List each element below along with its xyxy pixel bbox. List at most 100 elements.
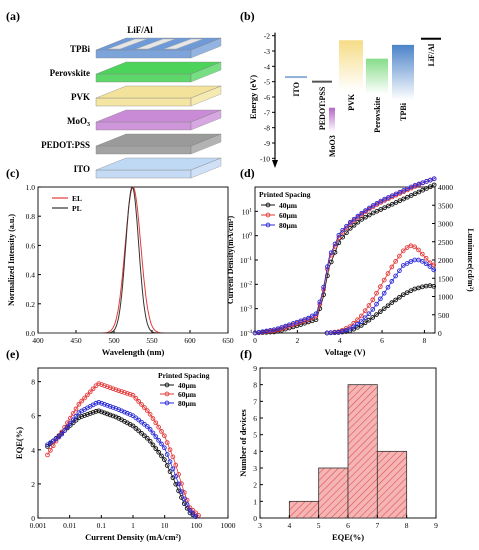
eqe-marker xyxy=(99,400,104,406)
luminance-marker xyxy=(385,303,391,309)
energy-level-line xyxy=(421,37,441,40)
luminance-marker xyxy=(362,315,368,321)
x-axis-label: EQE(%) xyxy=(332,532,364,542)
luminance-marker xyxy=(431,283,437,289)
current-density-marker xyxy=(393,200,399,205)
luminance-marker xyxy=(355,317,360,323)
y-tick-label: 9 xyxy=(253,364,257,373)
y-tick-label: 101 xyxy=(242,207,253,216)
x-tick-label: 100 xyxy=(191,521,203,530)
layer-side xyxy=(95,121,192,131)
luminance-marker xyxy=(431,262,437,268)
current-density-marker xyxy=(412,191,418,197)
current-density-marker xyxy=(309,313,315,319)
current-density-marker xyxy=(405,186,410,192)
layer-right xyxy=(190,61,222,83)
x-tick-label: 550 xyxy=(146,336,158,345)
eqe-marker xyxy=(184,502,190,507)
eqe-marker xyxy=(173,462,179,468)
eqe-marker xyxy=(144,435,150,441)
eqe-marker xyxy=(190,511,196,516)
current-density-marker xyxy=(347,219,353,225)
layer-label: ITO xyxy=(74,164,90,174)
energy-arrow xyxy=(272,160,278,168)
histogram-bar xyxy=(288,500,320,519)
luminance-marker xyxy=(385,271,391,276)
x-tick-label: 4 xyxy=(338,336,342,345)
eqe-marker xyxy=(102,402,107,407)
eqe-marker xyxy=(176,488,181,494)
eqe-line xyxy=(47,382,200,517)
luminance-marker xyxy=(389,279,395,284)
energy-level-bar xyxy=(329,107,335,133)
eqe-marker xyxy=(150,430,156,436)
y-tick-label: 1.0 xyxy=(26,183,36,192)
y-tick-label: 0.0 xyxy=(26,329,36,338)
y-tick-label: 4 xyxy=(253,447,257,456)
luminance-marker xyxy=(370,315,376,320)
eqe-marker xyxy=(70,411,76,416)
x-tick-label: 650 xyxy=(222,336,234,345)
legend-marker xyxy=(265,212,271,218)
y-axis-label: EQE(%) xyxy=(14,427,24,459)
luminance-marker xyxy=(374,301,379,307)
current-density-marker xyxy=(378,207,384,212)
eqe-marker xyxy=(85,412,90,417)
eqe-marker xyxy=(45,452,50,458)
luminance-marker xyxy=(378,296,383,302)
eqe-marker xyxy=(130,392,136,398)
current-density-marker xyxy=(401,188,407,193)
y2-tick-label: 500 xyxy=(438,311,450,320)
eqe-marker xyxy=(104,403,110,408)
x-tick-label: 450 xyxy=(70,336,82,345)
eqe-marker xyxy=(179,489,184,494)
current-density-marker xyxy=(382,196,387,202)
luminance-marker xyxy=(366,317,372,323)
eqe-marker xyxy=(70,417,76,423)
spectrum-line xyxy=(38,186,228,334)
energy-level-bar xyxy=(366,58,388,94)
eqe-marker xyxy=(136,399,142,404)
layer-side xyxy=(95,49,192,59)
y-tick-label: 4 xyxy=(31,446,35,455)
eqe-marker xyxy=(139,402,144,407)
luminance-marker xyxy=(374,290,379,296)
current-density-marker xyxy=(355,219,361,225)
y-tick-label: -6 xyxy=(264,93,270,102)
y-tick-label: 0 xyxy=(31,514,35,523)
luminance-marker xyxy=(419,259,425,264)
luminance-marker xyxy=(431,267,437,273)
energy-level-label: TPBi xyxy=(399,102,408,121)
electrode-stripe xyxy=(107,38,148,50)
current-density-marker xyxy=(408,193,414,198)
energy-level-label: ITO xyxy=(292,82,301,97)
panel-label: (c) xyxy=(6,166,19,180)
x-tick-label: 10 xyxy=(161,521,169,530)
eqe-marker xyxy=(93,383,99,389)
current-density-marker xyxy=(389,193,395,199)
eqe-marker xyxy=(153,420,159,426)
eqe-marker xyxy=(116,388,122,394)
luminance-marker xyxy=(389,264,395,270)
x-tick-label: 7 xyxy=(375,521,379,530)
current-density-marker xyxy=(378,198,384,204)
y2-tick-label: 2500 xyxy=(438,238,453,247)
eqe-marker xyxy=(133,426,139,431)
luminance-marker xyxy=(347,326,353,332)
eqe-marker xyxy=(87,389,93,395)
eqe-marker xyxy=(85,392,90,398)
eqe-marker xyxy=(181,496,187,502)
energy-level-label: PVK xyxy=(347,93,356,111)
eqe-marker xyxy=(104,411,110,417)
eqe-marker xyxy=(65,424,70,430)
legend-label: 80μm xyxy=(279,221,298,230)
y-tick-label: -9 xyxy=(264,139,270,148)
current-density-marker xyxy=(401,196,407,202)
eqe-marker xyxy=(173,481,179,487)
eqe-line xyxy=(47,410,197,518)
x-tick-label: 4 xyxy=(287,521,291,530)
current-density-marker xyxy=(420,187,426,193)
current-density-marker xyxy=(340,227,346,233)
y2-tick-label: 3500 xyxy=(438,201,453,210)
luminance-marker xyxy=(412,244,418,250)
